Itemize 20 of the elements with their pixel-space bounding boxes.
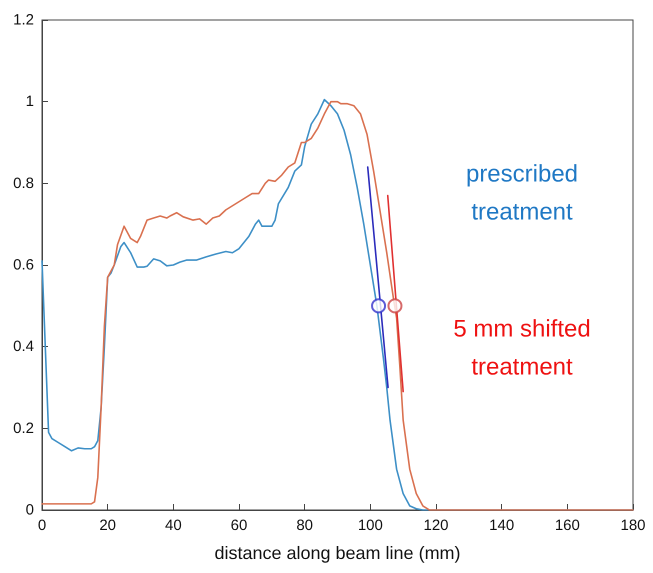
y-tick-label: 0.4: [13, 338, 34, 356]
x-tick-label: 80: [296, 517, 314, 534]
x-tick-label: 180: [620, 517, 646, 534]
x-tick-label: 20: [99, 517, 116, 534]
x-tick-label: 160: [554, 517, 580, 534]
x-tick-label: 140: [489, 517, 514, 534]
annotation: prescribed treatment: [466, 160, 578, 226]
y-tick-label: 1.2: [13, 12, 34, 28]
y-tick-label: 0: [26, 502, 34, 518]
annotation: 5 mm shifted treatment: [453, 316, 591, 380]
y-tick-label: 1: [26, 93, 34, 110]
x-tick-label: 120: [423, 517, 449, 534]
x-tick-label: 60: [230, 517, 248, 534]
x-tick-label: 40: [164, 517, 182, 534]
x-axis-title: distance along beam line (mm): [214, 543, 461, 563]
y-tick-label: 0.2: [13, 420, 34, 437]
x-tick-label: 0: [38, 517, 46, 534]
x-tick-label: 100: [358, 517, 383, 534]
y-tick-label: 0.8: [13, 174, 34, 192]
y-tick-label: 0.6: [13, 256, 34, 274]
